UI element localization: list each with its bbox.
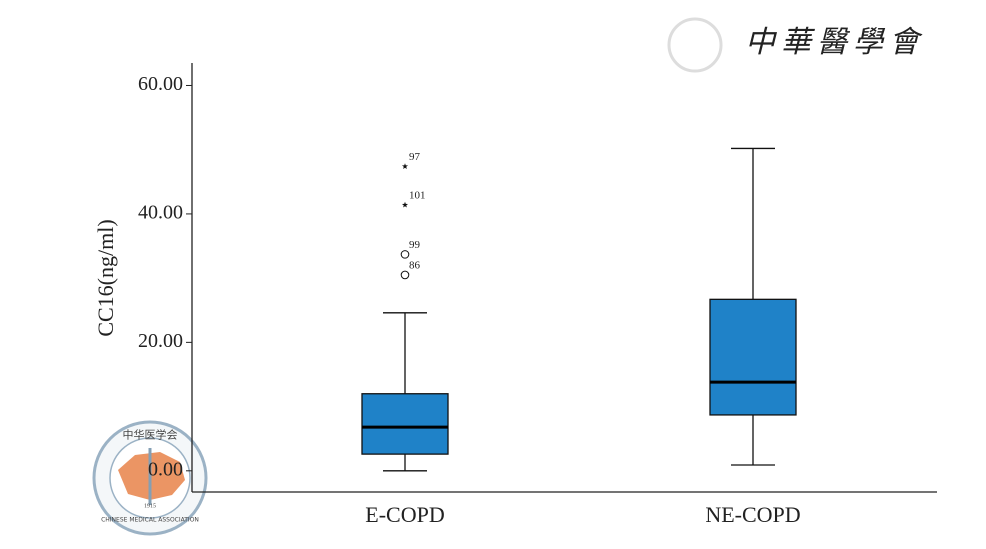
outlier-label: 99 [409,239,421,251]
y-tick-label: 40.00 [138,202,183,224]
logo-year: 1915 [144,503,156,509]
outlier-star [401,201,409,208]
outlier [400,270,410,280]
outlier-star [401,163,409,169]
y-tick-label: 0.00 [148,458,183,480]
watermark-text: 中華醫學會 [745,26,925,59]
box [361,393,449,455]
x-tick-label: E-COPD [365,502,444,527]
box [709,298,797,416]
outlier-label: 86 [409,259,421,271]
outlier [400,250,410,259]
y-tick-label: 20.00 [138,330,183,352]
logo-subtext: CHINESE MEDICAL ASSOCIATION [101,517,199,524]
y-axis-label: CC16(ng/ml) [93,219,118,336]
outlier-label: 97 [409,151,421,163]
y-tick-label: 60.00 [138,73,183,95]
x-tick-label: NE-COPD [705,502,800,527]
logo-text: 中华医学会 [123,428,178,442]
outlier-label: 101 [409,189,426,201]
logo: 中华医学会 CHINESE MEDICAL ASSOCIATION 1915 [92,420,208,536]
watermark-logo [667,17,723,73]
